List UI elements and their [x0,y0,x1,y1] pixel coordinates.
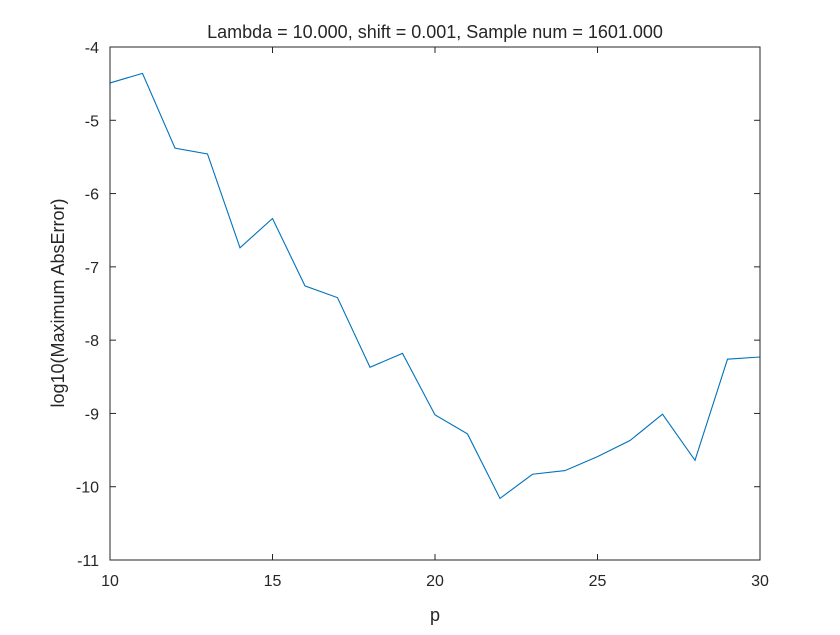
y-axis-label: log10(Maximum AbsError) [48,198,68,407]
y-tick-label: -6 [85,187,99,204]
data-point [434,413,437,416]
data-point [206,152,209,155]
data-point [141,72,144,75]
plot-area [110,47,760,560]
y-tick-label: -5 [85,113,99,130]
y-tick-label: -10 [76,480,99,497]
x-tick-labels: 10 15 20 25 30 [101,573,769,590]
data-point [401,352,404,355]
series-line [109,72,761,500]
y-tick-label: -4 [85,40,99,57]
data-point [596,455,599,458]
x-tick-label: 10 [101,573,119,590]
data-point [466,432,469,435]
data-point [239,246,242,249]
data-point [174,147,177,150]
data-point [564,469,567,472]
x-tick-label: 20 [426,573,444,590]
y-tick-label: -9 [85,406,99,423]
data-point [271,217,274,220]
plot-frame [109,46,761,561]
x-tick-label: 15 [264,573,282,590]
y-tick-label: -8 [85,333,99,350]
y-tick-label: -7 [85,260,99,277]
x-tick-label: 25 [589,573,607,590]
data-point [661,413,664,416]
data-point [369,366,372,369]
data-point [629,439,632,442]
data-point [694,459,697,462]
series-group [109,72,761,500]
y-tick-label: -11 [77,553,99,570]
data-point [304,284,307,287]
y-tick-labels: -4 -5 -6 -7 -8 -9 -10 -11 [76,40,99,570]
data-point [726,358,729,361]
chart-title: Lambda = 10.000, shift = 0.001, Sample n… [207,22,663,42]
x-axis-label: p [430,605,440,625]
x-tick-label: 30 [751,573,769,590]
data-point [531,473,534,476]
data-point [499,497,502,500]
data-point [336,296,339,299]
